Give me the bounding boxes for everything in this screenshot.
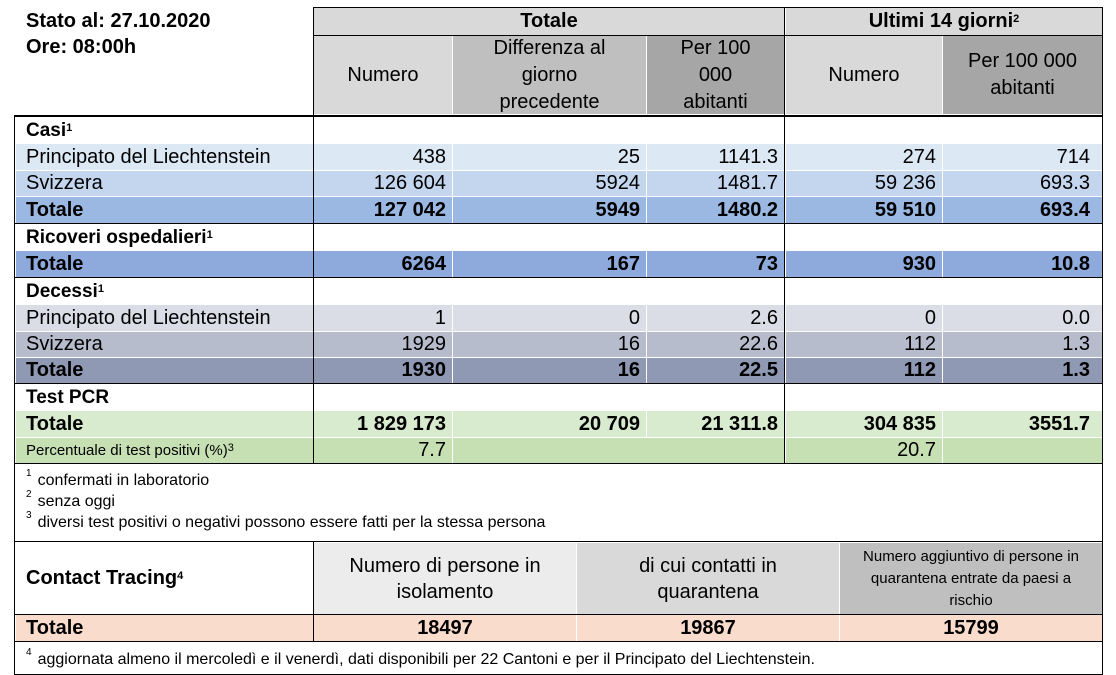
cell-diff: 16 — [453, 358, 646, 383]
cell-per100k: 1141.3 — [647, 144, 784, 170]
cell-per100k14: 714 — [943, 144, 1102, 170]
row-label: Totale — [16, 358, 313, 383]
cell-numero: 1929 — [314, 332, 452, 357]
ultimi-group-header: Ultimi 14 giorni 2 — [786, 8, 1102, 35]
cell-numero: 126 604 — [314, 171, 452, 196]
grid-line — [313, 7, 314, 463]
row-label: Totale — [16, 197, 313, 223]
cell-per100k14: 0.0 — [943, 305, 1102, 331]
cell-per100k14: 3551.7 — [943, 411, 1102, 437]
grid-line — [1102, 7, 1103, 675]
ore-label: Ore: 08:00h — [26, 35, 137, 58]
cell-empty — [943, 438, 1102, 463]
cell-diff: 167 — [453, 251, 646, 277]
footnote-1: 1 confermati in laboratorio — [26, 468, 210, 489]
ct-col2-header: di cui contatti in quarantena — [577, 543, 839, 614]
cell-per100k14: 693.4 — [943, 197, 1102, 223]
row-label: Totale — [16, 411, 313, 437]
cell-per100k14: 693.3 — [943, 171, 1102, 196]
cell-per100k14: 1.3 — [943, 358, 1102, 383]
col-diff-header: Differenza al giorno precedente — [453, 36, 646, 114]
cell-diff: 0 — [453, 305, 646, 331]
grid-line — [14, 641, 1103, 642]
grid-line — [313, 35, 1103, 36]
cell-diff: 25 — [453, 144, 646, 170]
grid-line — [14, 541, 1103, 542]
row-label: Svizzera — [16, 171, 313, 196]
ricoveri-section-title: Ricoveri ospedalieri 1 — [26, 226, 213, 248]
cell-per100k: 2.6 — [647, 305, 784, 331]
col-numero14-header: Numero — [786, 36, 942, 114]
cell-per100k: 1480.2 — [647, 197, 784, 223]
cell-pct14: 20.7 — [786, 438, 942, 463]
cell-numero14: 930 — [786, 251, 942, 277]
cell-per100k: 1481.7 — [647, 171, 784, 196]
cell-numero: 1 829 173 — [314, 411, 452, 437]
footnote-4: 4 aggiornata almeno il mercoledì e il ven… — [26, 647, 815, 668]
cell-per100k: 22.5 — [647, 358, 784, 383]
grid-line — [14, 614, 1103, 615]
row-label: Totale — [16, 615, 313, 641]
cell-per100k14: 10.8 — [943, 251, 1102, 277]
cell-numero14: 112 — [786, 332, 942, 357]
cell-numero14: 304 835 — [786, 411, 942, 437]
footnote-2: 2 senza oggi — [26, 489, 115, 510]
cell-pct: 7.7 — [314, 438, 452, 463]
cell-diff: 20 709 — [453, 411, 646, 437]
cell-numero14: 112 — [786, 358, 942, 383]
col-per100k14-header: Per 100 000 abitanti — [943, 36, 1102, 114]
ct-value-2: 19867 — [577, 615, 839, 641]
cell-numero14: 59 236 — [786, 171, 942, 196]
cell-per100k: 21 311.8 — [647, 411, 784, 437]
totale-group-header: Totale — [314, 8, 784, 35]
grid-line — [14, 383, 1103, 384]
cell-diff: 5924 — [453, 171, 646, 196]
ct-value-3: 15799 — [840, 615, 1102, 641]
cell-numero: 6264 — [314, 251, 452, 277]
cell-per100k: 22.6 — [647, 332, 784, 357]
cell-numero14: 0 — [786, 305, 942, 331]
cell-numero: 1930 — [314, 358, 452, 383]
grid-line — [14, 223, 1103, 224]
row-label: Svizzera — [16, 332, 313, 357]
cell-per100k14: 1.3 — [943, 332, 1102, 357]
grid-line — [14, 277, 1103, 278]
col-per100k-header: Per 100 000 abitanti — [647, 36, 784, 114]
grid-line — [14, 463, 1103, 464]
grid-line — [313, 541, 314, 641]
cell-per100k: 73 — [647, 251, 784, 277]
contact-tracing-title: Contact Tracing 4 — [26, 567, 184, 589]
cell-numero: 438 — [314, 144, 452, 170]
cell-numero: 127 042 — [314, 197, 452, 223]
row-label: Principato del Liechtenstein — [16, 305, 313, 331]
grid-line — [14, 115, 1103, 117]
casi-section-title: Casi 1 — [26, 119, 73, 141]
cell-numero14: 274 — [786, 144, 942, 170]
decessi-section-title: Decessi 1 — [26, 280, 104, 302]
footnote-3: 3 diversi test positivi o negativi posson… — [26, 510, 546, 531]
cell-diff: 5949 — [453, 197, 646, 223]
grid-line — [14, 115, 15, 675]
cell-diff: 16 — [453, 332, 646, 357]
grid-line — [313, 7, 1103, 8]
row-label: Principato del Liechtenstein — [16, 144, 313, 170]
row-label: Percentuale di test positivi (%) 3 — [16, 438, 313, 463]
cell-numero14: 59 510 — [786, 197, 942, 223]
cell-numero: 1 — [314, 305, 452, 331]
test-section-title: Test PCR — [26, 386, 110, 408]
stato-label: Stato al: 27.10.2020 — [26, 9, 211, 32]
ct-col1-header: Numero di persone in isolamento — [314, 543, 576, 614]
ct-col3-header: Numero aggiuntivo di persone in quarante… — [840, 543, 1102, 614]
ct-value-1: 18497 — [314, 615, 576, 641]
grid-line — [784, 7, 785, 463]
cell-empty — [453, 438, 784, 463]
row-label: Totale — [16, 251, 313, 277]
col-numero-header: Numero — [314, 36, 452, 114]
